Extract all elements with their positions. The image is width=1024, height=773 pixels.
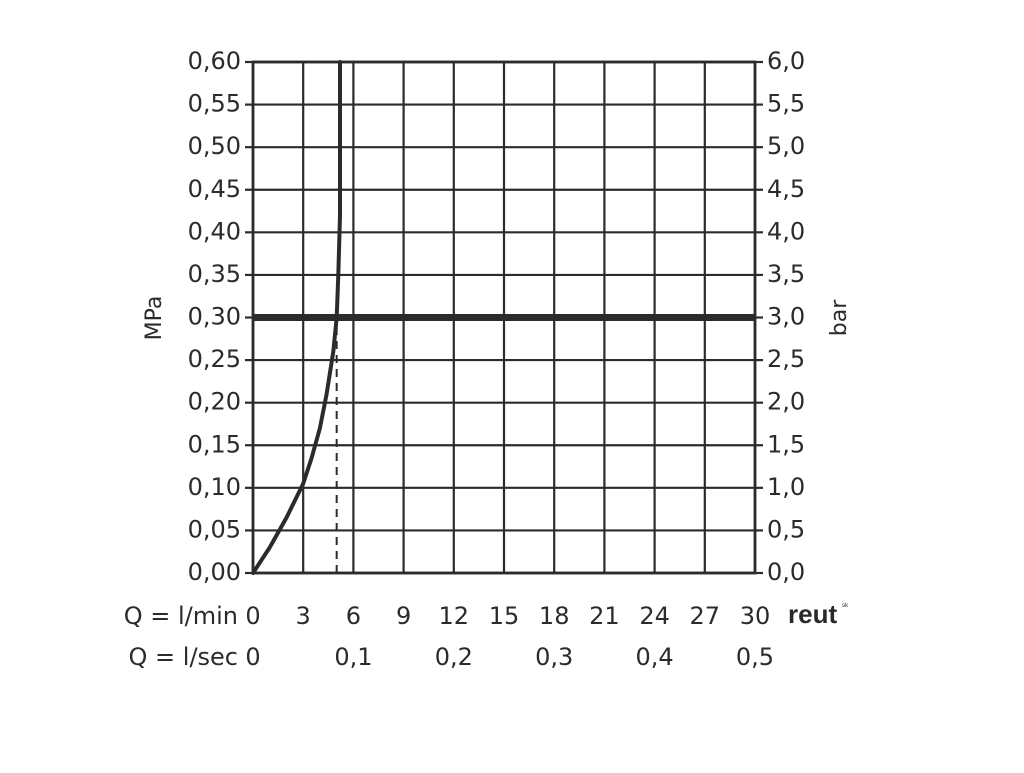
y-right-tick-label: 2,0 <box>767 388 805 416</box>
y-right-tick-label: 4,0 <box>767 217 805 245</box>
x-tick-label: 3 <box>296 602 311 630</box>
y-axis-left-ticks: 0,00 0,05 0,10 0,15 0,20 0,25 0,30 0,35 0,40 0,45… <box>188 47 241 586</box>
x-tick-label: 0,5 <box>736 643 774 671</box>
x-tick-label: 15 <box>489 602 520 630</box>
y-right-tick-label: 6,0 <box>767 47 805 75</box>
x-tick-label: 24 <box>639 602 670 630</box>
x-tick-label: 6 <box>346 602 361 630</box>
x-tick-label: 0,2 <box>435 643 473 671</box>
y-left-tick-label: 0,25 <box>188 345 241 373</box>
y-right-tick-label: 4,5 <box>767 175 805 203</box>
series-line <box>251 60 342 575</box>
x-tick-label: 0 <box>245 602 260 630</box>
y-left-tick-label: 0,05 <box>188 515 241 543</box>
y-axis-right-title: bar <box>827 299 852 336</box>
y-left-tick-label: 0,20 <box>188 388 241 416</box>
y-right-tick-label: 0,0 <box>767 558 805 586</box>
series-lines <box>251 60 342 575</box>
y-left-tick-label: 0,40 <box>188 217 241 245</box>
x-tick-label: 27 <box>690 602 721 630</box>
y-left-tick-label: 0,45 <box>188 175 241 203</box>
x-tick-label: 0,3 <box>535 643 573 671</box>
y-right-tick-label: 2,5 <box>767 345 805 373</box>
y-right-tick-label: 5,0 <box>767 132 805 160</box>
y-left-tick-label: 0,55 <box>188 90 241 118</box>
logo-text: reut <box>788 599 837 629</box>
y-right-tick-label: 0,5 <box>767 515 805 543</box>
brand-logo: reut sk <box>788 599 849 629</box>
y-axis-left-title: MPa <box>142 296 167 341</box>
y-right-tick-label: 1,5 <box>767 430 805 458</box>
x-tick-label: 21 <box>589 602 620 630</box>
x-tick-label: 0,1 <box>334 643 372 671</box>
x-tick-label: 0,4 <box>636 643 674 671</box>
y-axis-right-ticks: 0,0 0,5 1,0 1,5 2,0 2,5 3,0 3,5 4,0 4,5 5,0 5,5 6,0 <box>767 47 805 586</box>
x-tick-label: 9 <box>396 602 411 630</box>
x-tick-label: 18 <box>539 602 570 630</box>
y-left-tick-label: 0,00 <box>188 558 241 586</box>
y-right-tick-label: 3,0 <box>767 303 805 331</box>
y-left-tick-label: 0,35 <box>188 260 241 288</box>
y-right-tick-label: 1,0 <box>767 473 805 501</box>
y-left-tick-label: 0,30 <box>188 303 241 331</box>
x-tick-label: 30 <box>740 602 771 630</box>
y-left-tick-label: 0,50 <box>188 132 241 160</box>
x-tick-label: 12 <box>439 602 470 630</box>
x-axis-ticks: 0 3 6 9 12 15 18 21 24 27 30 0 0,1 0,2 0,3 0,4 0,5 <box>245 602 774 671</box>
y-left-tick-label: 0,15 <box>188 430 241 458</box>
x-axis-row-label-lsec: Q = l/sec <box>129 643 238 671</box>
y-right-tick-label: 5,5 <box>767 90 805 118</box>
y-right-tick-label: 3,5 <box>767 260 805 288</box>
y-left-tick-label: 0,60 <box>188 47 241 75</box>
x-axis-row-label-lmin: Q = l/min <box>124 602 238 630</box>
y-left-tick-label: 0,10 <box>188 473 241 501</box>
x-tick-label: 0 <box>245 643 260 671</box>
logo-superscript: sk <box>842 603 849 609</box>
